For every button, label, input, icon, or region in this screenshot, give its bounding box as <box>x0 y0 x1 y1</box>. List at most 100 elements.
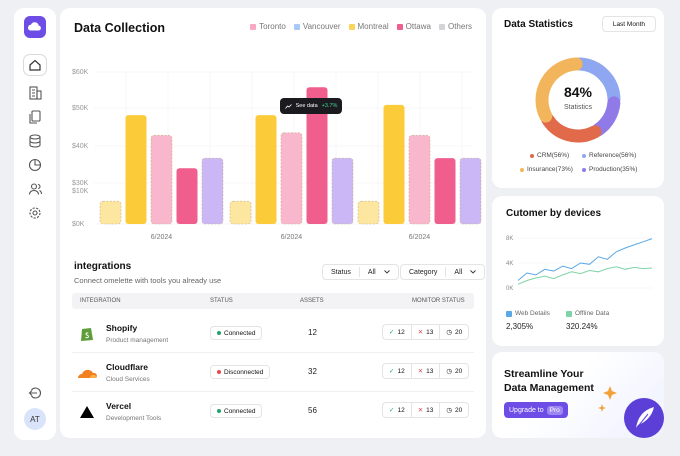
table-row[interactable]: Vercel Development Tools Connected 56 ✓ 1… <box>72 393 474 431</box>
y-tick-label: $50K <box>72 105 89 112</box>
monitor-status: ✓ 12 ✕ 13 ◷ 20 <box>382 402 470 418</box>
legend-item: Offline Data <box>566 310 609 317</box>
table-row[interactable]: Shopify Product management Connected 12 … <box>72 315 474 353</box>
monitor-error[interactable]: ✕ 13 <box>412 325 441 339</box>
nav-settings[interactable] <box>26 204 44 222</box>
app-logo[interactable] <box>24 16 46 38</box>
monitor-ok[interactable]: ✓ 12 <box>383 403 412 417</box>
legend-item[interactable]: Montreal <box>348 22 389 31</box>
database-icon <box>29 134 41 148</box>
avatar[interactable]: AT <box>24 408 46 430</box>
legend-item[interactable]: Toronto <box>250 22 286 31</box>
category-filter[interactable]: Category All <box>400 264 486 280</box>
filter-value: All <box>454 268 463 276</box>
bar[interactable] <box>99 200 122 225</box>
bar[interactable] <box>459 157 482 225</box>
trend-icon <box>284 103 292 109</box>
legend-swatch <box>293 23 300 30</box>
bar[interactable] <box>357 200 380 225</box>
x-icon: ✕ <box>417 329 424 336</box>
check-icon: ✓ <box>389 368 395 375</box>
legend-swatch <box>566 310 572 317</box>
pie-chart-icon <box>28 158 42 172</box>
logout-button[interactable] <box>26 384 44 402</box>
assets-count: 56 <box>308 406 317 415</box>
bar[interactable] <box>150 135 173 225</box>
table-row[interactable]: Cloudflare Cloud Services Disconnected 3… <box>72 354 474 392</box>
line-chart: 0K 4K 8K <box>506 236 653 292</box>
monitor-ok[interactable]: ✓ 12 <box>383 364 412 378</box>
nav-home[interactable] <box>23 54 47 76</box>
main-panel: Data Collection Toronto Vancouver Montre… <box>60 8 486 438</box>
error-count: 13 <box>426 328 434 336</box>
y-tick-label: 4K <box>506 261 513 267</box>
bar[interactable] <box>434 158 456 224</box>
integration-name: Cloudflare <box>106 362 149 372</box>
legend-label: Offline Data <box>575 310 610 317</box>
monitor-error[interactable]: ✕ 13 <box>412 403 441 417</box>
clock-icon: ◷ <box>446 407 453 414</box>
series-line[interactable] <box>517 238 653 281</box>
legend-dot <box>530 153 534 158</box>
legend-item: Insurance(73%) <box>520 166 573 173</box>
legend-swatch <box>438 23 445 30</box>
files-icon <box>29 110 41 124</box>
chart-tooltip: See data +3.7% <box>280 98 342 114</box>
filter-value: All <box>367 268 376 276</box>
monitor-time[interactable]: ◷ 20 <box>440 325 468 339</box>
bar[interactable] <box>383 104 405 224</box>
chevron-down-icon <box>383 270 390 274</box>
monitor-time[interactable]: ◷ 20 <box>440 403 468 417</box>
bar[interactable] <box>255 115 277 224</box>
bar[interactable] <box>306 87 328 224</box>
nav-database[interactable] <box>26 132 44 150</box>
divider <box>358 267 360 277</box>
legend-item[interactable]: Others <box>438 22 472 31</box>
bar[interactable] <box>331 157 354 225</box>
bar[interactable] <box>176 168 198 224</box>
legend-label: Insurance(73%) <box>527 166 573 173</box>
assets-count: 12 <box>308 328 317 337</box>
monitor-ok[interactable]: ✓ 12 <box>383 325 412 339</box>
legend-swatch <box>250 23 257 30</box>
status-filter[interactable]: Status All <box>322 264 399 280</box>
legend-item[interactable]: Ottawa <box>396 22 431 31</box>
donut-slice[interactable] <box>535 57 583 123</box>
bar[interactable] <box>229 200 252 225</box>
donut-slice[interactable] <box>541 112 602 143</box>
nav-building[interactable] <box>26 84 44 102</box>
upgrade-button[interactable]: Upgrade to Pro <box>504 402 568 418</box>
home-icon <box>29 59 41 71</box>
promo-illustration <box>598 386 664 438</box>
page-title: Data Collection <box>74 21 165 35</box>
devices-title: Cutomer by devices <box>506 208 602 219</box>
status-dot <box>217 331 221 335</box>
monitor-time[interactable]: ◷ 20 <box>440 364 468 378</box>
monitor-error[interactable]: ✕ 13 <box>412 364 441 378</box>
column-header: STATUS <box>210 298 233 304</box>
bar[interactable] <box>125 115 147 224</box>
nav-files[interactable] <box>26 108 44 126</box>
nav-analytics[interactable] <box>26 156 44 174</box>
nav-users[interactable] <box>26 180 44 198</box>
filter-label: Category <box>409 268 438 276</box>
bar[interactable] <box>408 135 431 225</box>
last-month-button[interactable]: Last Month <box>601 16 656 32</box>
bar[interactable] <box>201 157 224 225</box>
x-tick-label: 6/2024 <box>151 234 173 241</box>
status-text: Disconnected <box>224 368 264 376</box>
y-tick-label: $60K <box>72 69 89 76</box>
status-dot <box>217 370 221 374</box>
promo-line-2: Data Management <box>504 382 594 394</box>
bar[interactable] <box>280 132 303 225</box>
legend-item: Reference(56%) <box>582 152 636 159</box>
legend-item[interactable]: Vancouver <box>293 22 341 31</box>
devices-card: Cutomer by devices 0K 4K 8K Web Details Of… <box>492 196 664 346</box>
series-line[interactable] <box>517 266 653 285</box>
shopify-logo-icon <box>81 328 93 341</box>
legend-label: Others <box>447 22 472 31</box>
sparkle-icon <box>603 386 617 400</box>
time-count: 20 <box>455 406 463 414</box>
donut-value: 84% <box>563 84 593 100</box>
donut-slice[interactable] <box>573 57 621 106</box>
